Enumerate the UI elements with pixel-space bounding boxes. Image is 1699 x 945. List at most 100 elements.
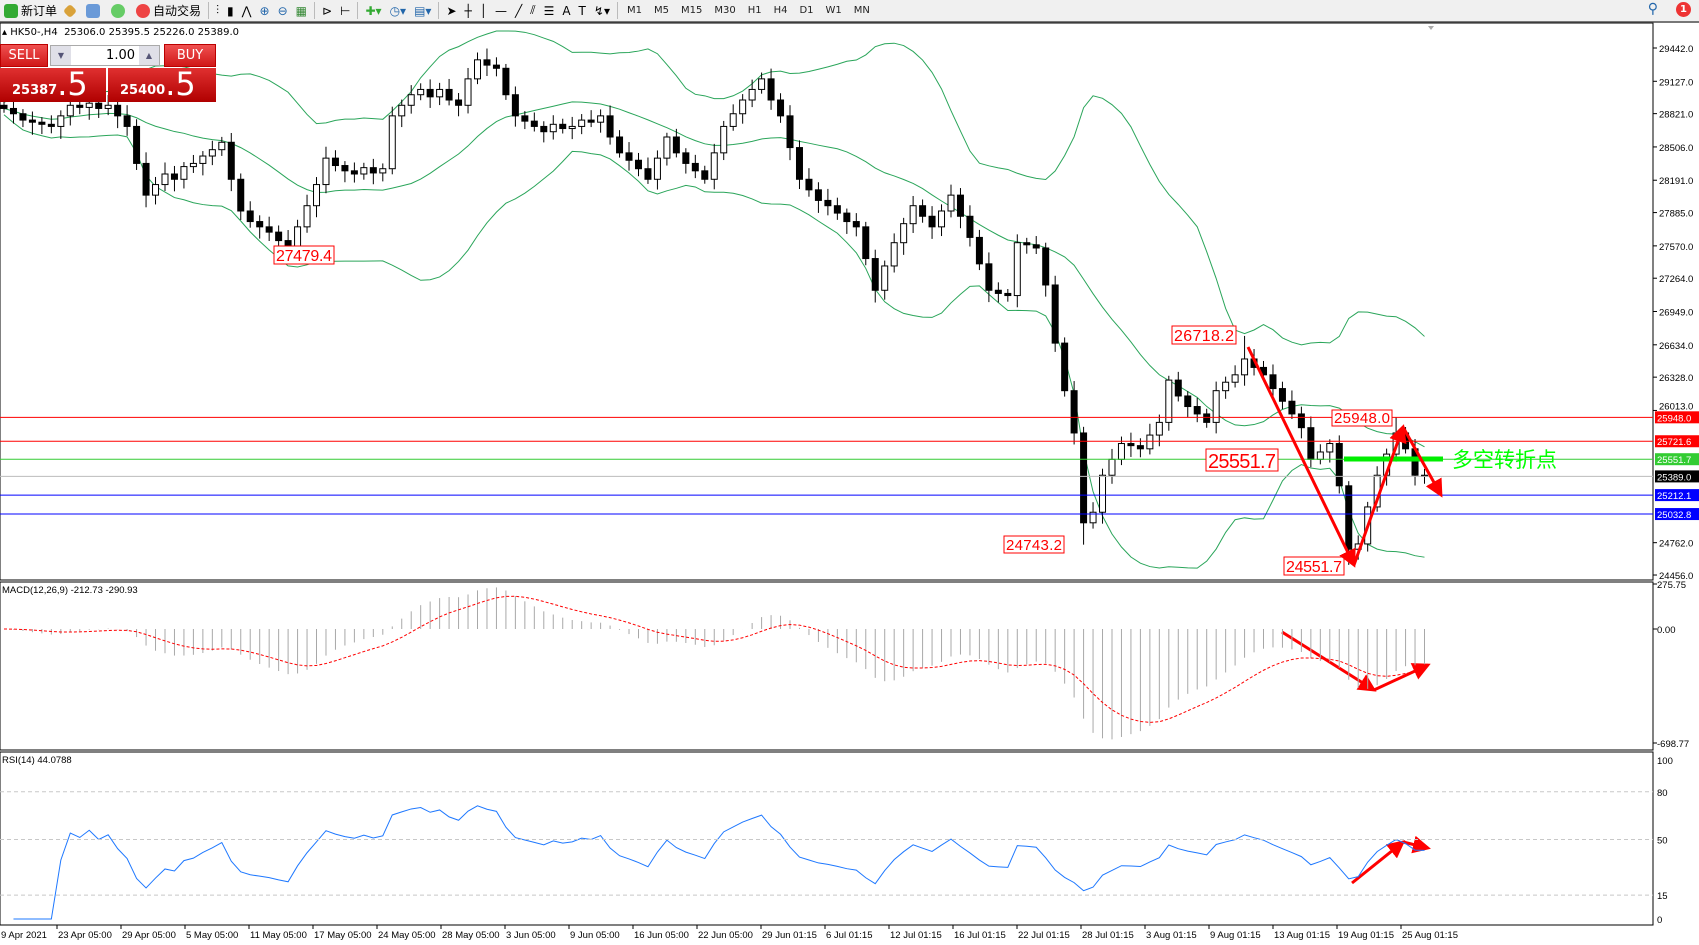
zoom-out-icon: ⊖ [277,3,288,18]
price-axis-label: 27570.0 [1659,242,1693,253]
bull-candle [85,102,93,108]
bull-candle [1212,390,1220,423]
cursor-button[interactable]: ➤ [442,1,460,20]
tile-windows-button[interactable]: ▦ [292,1,311,20]
time-axis-label: 29 Jun 01:15 [762,930,817,941]
rsi-axis-label: 80 [1657,788,1668,799]
bear-candle [76,104,84,108]
time-axis-label: 3 Aug 01:15 [1146,930,1197,941]
bid-price[interactable]: 25387 .5 [0,68,106,102]
text-button[interactable]: A [558,1,574,20]
price-annotation: 25551.7 [1208,451,1276,473]
price-axis-label: 29127.0 [1659,77,1693,88]
clock-icon: ◷▾ [389,3,407,18]
lot-size-value[interactable]: 1.00 [106,48,135,63]
arrows-icon: ↯▾ [593,3,610,18]
timeframe-m1[interactable]: M1 [626,5,642,16]
timeframe-mn[interactable]: MN [853,5,870,16]
buy-button[interactable]: BUY [164,44,216,67]
notification-badge[interactable]: 1 [1676,1,1691,17]
decrease-lots-icon[interactable]: ▼ [51,46,71,65]
price-level-label: 25212.1 [1657,491,1691,502]
new-order-icon [4,3,18,18]
bear-candle [540,125,548,133]
horizontal-line-icon: — [494,3,507,18]
trendline-button[interactable]: ╱ [511,1,526,20]
text-icon: A [562,3,571,18]
arrows-button[interactable]: ↯▾ [590,1,614,20]
time-axis-label: 29 Apr 05:00 [122,930,176,941]
signals-button[interactable] [107,1,132,20]
indicators-button[interactable]: ✚▾ [361,1,385,20]
symbol-timeframe: HK50-,H4 [10,27,58,38]
text-label-button[interactable]: T [575,1,590,20]
periods-button[interactable]: ◷▾ [386,1,411,20]
fibonacci-button[interactable]: ☰ [540,1,559,20]
time-axis-label: 23 Apr 05:00 [58,930,112,941]
bear-candle [672,136,680,154]
bear-candle [985,263,993,291]
bull-candle [758,78,766,90]
price-axis-label: 29442.0 [1659,44,1693,55]
line-chart-button[interactable]: ⋀ [238,1,256,20]
bear-candle [123,115,131,127]
timeframe-h1[interactable]: H1 [747,5,762,16]
timeframe-m5[interactable]: M5 [653,5,669,16]
time-axis-label: 9 Apr 2021 [1,930,47,941]
search-icon[interactable]: ⚲ [1647,1,1658,17]
time-axis-label: 28 Jul 01:15 [1082,930,1134,941]
templates-button[interactable]: ▤▾ [410,1,435,20]
timeframe-w1[interactable]: W1 [825,5,842,16]
increase-lots-icon[interactable]: ▲ [139,46,159,65]
bull-candle [464,78,472,106]
chart-shift-button[interactable]: ⊢ [336,1,354,20]
zoom-in-button[interactable]: ⊕ [256,1,274,20]
price-level-tag [1655,508,1699,521]
bear-candle [701,170,709,180]
bull-candle [710,152,718,180]
timeframe-m15[interactable]: M15 [680,5,703,16]
bull-candle [398,104,406,117]
candle-chart-button[interactable]: ▮ [223,1,238,20]
lot-size-field[interactable]: ▼ 1.00 ▲ [50,45,160,66]
bull-candle [189,162,197,168]
auto-trading-button[interactable]: 自动交易 [132,1,205,20]
bear-candle [530,120,538,127]
autoscroll-button[interactable]: ⊳ [318,1,336,20]
bar-chart-button[interactable]: ⫶ [212,1,223,20]
new-order-button[interactable]: 新订单 [0,1,61,20]
time-axis-label: 28 May 05:00 [442,930,500,941]
bear-candle [1307,427,1315,460]
bear-candle [1174,379,1182,397]
horizontal-line-button[interactable]: — [491,1,511,20]
timeframe-d1[interactable]: D1 [799,5,814,16]
crosshair-button[interactable]: ┼ [461,1,476,20]
vertical-line-icon: │ [479,3,487,18]
vertical-line-button[interactable]: │ [476,1,491,20]
trend-arrow [1246,346,1356,568]
bull-candle [208,149,216,157]
bear-candle [1335,443,1343,487]
bear-candle [1184,395,1192,408]
bull-candle [938,210,946,228]
bull-candle [748,88,756,101]
zoom-out-button[interactable]: ⊖ [274,1,292,20]
price-annotation-box [1331,409,1393,427]
time-axis-label: 17 May 05:00 [314,930,372,941]
price-level-tag [1655,411,1699,424]
price-annotation: 24743.2 [1006,537,1062,554]
ask-price[interactable]: 25400 .5 [108,68,216,102]
channel-icon: ⫽ [530,3,536,17]
timeframe-h4[interactable]: H4 [773,5,788,16]
rsi-axis-label: 100 [1657,756,1673,767]
bear-candle [455,99,463,106]
data-window-button[interactable] [82,1,107,20]
channel-button[interactable]: ⫽ [526,1,539,20]
sell-button[interactable]: SELL [0,44,48,67]
time-axis-label: 9 Jun 05:00 [570,930,620,941]
bear-candle [28,119,36,123]
timeframe-m30[interactable]: M30 [714,5,736,16]
bull-candle [1326,443,1334,453]
macd-axis-label: -698.77 [1657,739,1689,750]
